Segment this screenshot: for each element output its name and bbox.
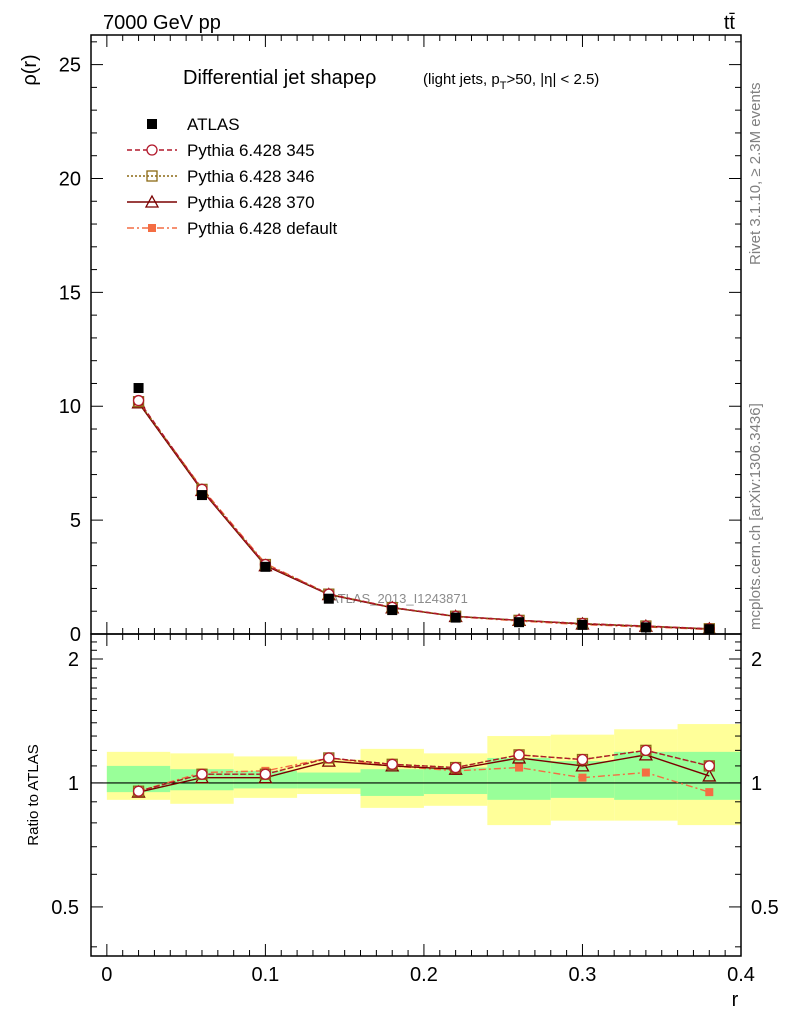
data-point — [260, 561, 271, 572]
x-tick-label: 0.3 — [569, 964, 597, 986]
ratio-point — [641, 768, 650, 777]
chart-title-note: (light jets, pT>50, |η| < 2.5) — [423, 71, 599, 92]
ratio-point — [513, 749, 525, 761]
legend-marker — [147, 119, 157, 129]
legend-item-pythia-6-428-370: Pythia 6.428 370 — [127, 193, 315, 212]
series-line — [137, 401, 710, 630]
legend-label: Pythia 6.428 346 — [187, 167, 315, 186]
data-point — [323, 593, 334, 604]
ratio-point — [705, 788, 714, 797]
y-tick-label: 5 — [70, 510, 81, 532]
legend-label: Pythia 6.428 345 — [187, 141, 315, 160]
ratio-y-tick-label-right: 0.5 — [751, 897, 779, 919]
ratio-point — [196, 768, 208, 780]
ratio-point — [386, 758, 398, 770]
y-tick-label: 20 — [59, 168, 81, 190]
data-point — [196, 490, 207, 501]
legend-item-atlas: ATLAS — [147, 115, 240, 134]
legend-marker — [148, 224, 156, 232]
ratio-axis-ticks: 0.5 0.5 1 1 2 2 0 0.1 0.2 0.3 0.4 — [51, 634, 779, 986]
ratio-y-tick-label: 1 — [68, 773, 79, 795]
ratio-point — [323, 752, 335, 764]
ratio-y-tick-label-right: 1 — [751, 773, 762, 795]
data-point — [387, 605, 398, 616]
chart-title: Differential jet shapeρ — [183, 67, 376, 89]
rivet-version-label: Rivet 3.1.10, ≥ 2.3M events — [747, 83, 764, 266]
data-point — [577, 619, 588, 630]
ratio-y-tick-label: 2 — [68, 649, 79, 671]
legend-marker — [146, 170, 158, 182]
ratio-point — [576, 753, 589, 766]
y-tick-label: 10 — [59, 396, 81, 418]
ratio-y-tick-label: 0.5 — [51, 897, 79, 919]
series-line — [137, 401, 710, 631]
y-tick-label: 25 — [59, 55, 81, 77]
legend-item-pythia-6-428-345: Pythia 6.428 345 — [127, 141, 315, 160]
ratio-line — [138, 757, 710, 793]
legend-item-pythia-6-428-346: Pythia 6.428 346 — [127, 167, 315, 186]
ratio-point — [259, 768, 272, 780]
ratio-line — [138, 754, 710, 793]
x-tick-label: 0.1 — [251, 964, 279, 986]
y-tick-label: 0 — [70, 624, 81, 646]
ratio-y-axis-label: Ratio to ATLAS — [25, 744, 42, 845]
final-state-label: tt̄ — [724, 12, 736, 34]
data-point — [133, 383, 144, 394]
legend-marker — [146, 144, 158, 156]
data-point — [450, 612, 461, 623]
top-axis-ticks: 0 5 10 15 20 25 — [59, 35, 742, 646]
legend-marker — [144, 194, 160, 208]
legend-label: Pythia 6.428 370 — [187, 193, 315, 212]
x-axis-label: r — [732, 989, 739, 1011]
y-axis-label: ρ(r) — [19, 54, 41, 85]
process-label: 7000 GeV pp — [103, 12, 221, 34]
uncertainty-band-inner — [297, 772, 361, 789]
legend-label: Pythia 6.428 default — [187, 219, 338, 238]
ratio-y-tick-label-right: 2 — [751, 649, 762, 671]
data-point — [132, 394, 145, 407]
ratio-point — [449, 761, 462, 774]
data-point — [704, 624, 715, 635]
ratio-point — [132, 785, 145, 797]
ratio-point — [640, 744, 652, 757]
ratio-panel: 0.5 0.5 1 1 2 2 0 0.1 0.2 0.3 0.4 Ratio to ATLAS r — [25, 633, 779, 1011]
data-point — [640, 622, 651, 633]
legend-item-pythia-6-428-default: Pythia 6.428 default — [127, 219, 338, 238]
mcplots-label: mcplots.cern.ch [arXiv:1306.3436] — [747, 403, 764, 630]
ratio-point — [703, 760, 715, 772]
y-tick-label: 15 — [59, 282, 81, 304]
ratio-point — [578, 773, 587, 782]
data-point — [514, 617, 525, 628]
x-tick-label: 0 — [101, 964, 112, 986]
ratio-line — [138, 749, 710, 792]
ratio-panel-frame — [90, 633, 742, 957]
series-atlas — [133, 383, 715, 635]
legend-label: ATLAS — [187, 115, 240, 134]
x-tick-label: 0.2 — [410, 964, 438, 986]
ratio-point — [515, 763, 524, 772]
ratio-series-pythia-6-428-345 — [132, 744, 715, 797]
legend: ATLAS Pythia 6.428 345 Pythia 6.428 346 Pyt… — [127, 115, 338, 238]
ratio-point — [702, 768, 717, 782]
x-tick-label: 0.4 — [727, 964, 755, 986]
ratio-point — [575, 758, 590, 772]
